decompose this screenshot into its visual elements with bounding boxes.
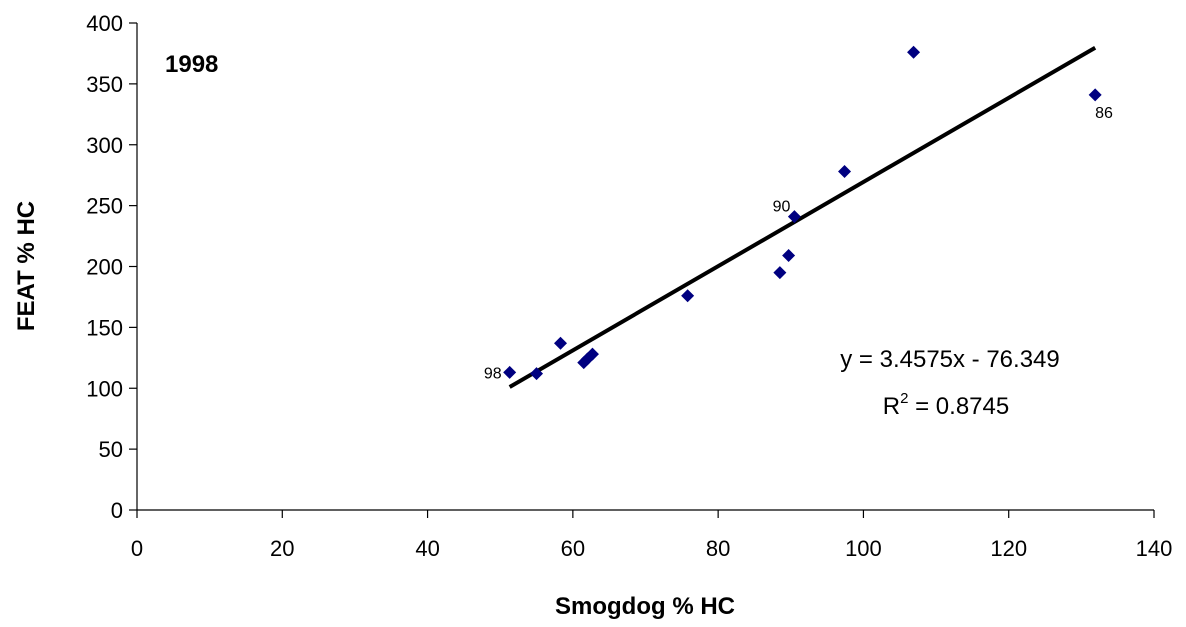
r2-prefix: R <box>883 393 900 420</box>
y-tick-label: 250 <box>86 194 123 219</box>
trendline-r2: R2 = 0.8745 <box>883 390 1009 420</box>
data-point-label: 86 <box>1095 105 1113 122</box>
trendline-group <box>508 45 1097 389</box>
data-points <box>503 45 1102 381</box>
x-tick-label: 80 <box>706 536 730 561</box>
point-labels: 98 90 86 <box>484 105 1113 383</box>
y-axis-title: FEAT % HC <box>13 201 40 331</box>
x-tick-label: 120 <box>990 536 1027 561</box>
r2-value: = 0.8745 <box>908 393 1009 420</box>
y-tick-label: 0 <box>111 498 123 523</box>
x-tick-label: 0 <box>131 536 143 561</box>
r2-exponent: 2 <box>900 390 908 407</box>
y-tick-label: 200 <box>86 255 123 280</box>
data-point-label: 90 <box>773 199 791 216</box>
data-point <box>681 289 695 303</box>
data-point <box>907 45 921 59</box>
y-tick-label: 400 <box>86 11 123 36</box>
data-point <box>838 165 852 179</box>
data-point <box>503 365 517 379</box>
data-point <box>530 367 544 381</box>
data-point <box>773 266 787 280</box>
trendline <box>508 45 1097 389</box>
data-point-label: 98 <box>484 365 502 382</box>
axes <box>136 23 1154 511</box>
x-axis-title: Smogdog % HC <box>555 593 735 620</box>
x-tick-label: 140 <box>1136 536 1173 561</box>
data-point <box>787 210 801 224</box>
y-tick-label: 350 <box>86 72 123 97</box>
x-axis-ticks: 0 20 40 60 80 100 120 140 <box>131 510 1172 561</box>
panel-title: 1998 <box>165 51 218 78</box>
y-tick-label: 300 <box>86 133 123 158</box>
y-axis-ticks: 0 50 100 150 200 250 300 350 400 <box>86 11 137 523</box>
y-tick-label: 50 <box>99 437 123 462</box>
data-point <box>782 249 796 263</box>
x-tick-label: 60 <box>561 536 585 561</box>
data-point <box>585 347 599 361</box>
x-tick-label: 20 <box>270 536 294 561</box>
data-point <box>554 336 568 350</box>
y-tick-label: 100 <box>86 376 123 401</box>
x-tick-label: 40 <box>415 536 439 561</box>
trendline-equation: y = 3.4575x - 76.349 <box>840 346 1060 373</box>
data-point <box>1088 88 1102 102</box>
x-tick-label: 100 <box>845 536 882 561</box>
y-tick-label: 150 <box>86 315 123 340</box>
